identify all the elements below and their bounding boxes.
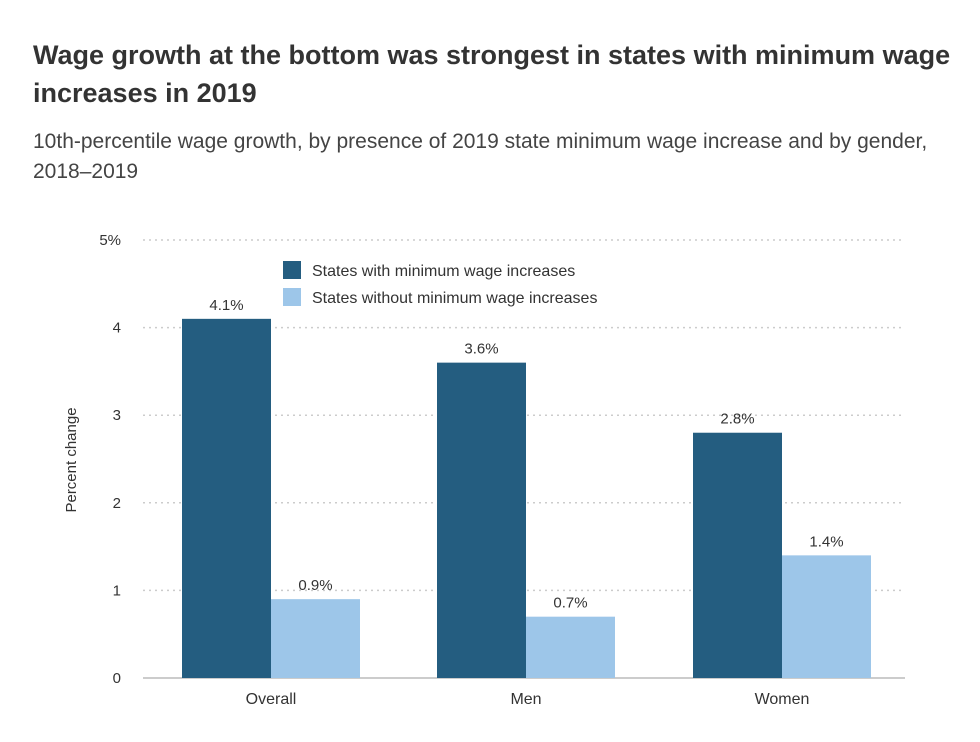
y-tick-label: 0 <box>113 670 121 687</box>
bar <box>182 318 271 678</box>
data-label: 0.7% <box>553 595 587 612</box>
data-label: 4.1% <box>209 297 243 314</box>
y-tick-label: 3 <box>113 407 121 424</box>
data-label: 2.8% <box>720 411 754 428</box>
bar <box>271 599 360 678</box>
y-tick-label: 4 <box>113 320 121 337</box>
data-label: 1.4% <box>809 533 843 550</box>
legend-label: States with minimum wage increases <box>312 263 575 280</box>
legend-swatch <box>283 261 301 279</box>
bar <box>782 555 871 678</box>
x-tick-label: Women <box>755 691 810 708</box>
y-tick-label: 2 <box>113 495 121 512</box>
bar <box>437 362 526 678</box>
bar <box>693 432 782 678</box>
bar <box>526 616 615 678</box>
chart-title: Wage growth at the bottom was strongest … <box>33 40 951 108</box>
x-tick-label: Men <box>510 691 541 708</box>
legend-swatch <box>283 288 301 306</box>
y-tick-label: 5% <box>99 232 121 249</box>
y-tick-label: 1 <box>113 582 121 599</box>
data-label: 3.6% <box>464 341 498 358</box>
legend-label: States without minimum wage increases <box>312 290 597 307</box>
x-tick-label: Overall <box>246 691 297 708</box>
data-label: 0.9% <box>298 577 332 594</box>
y-axis-label: Percent change <box>63 407 80 512</box>
chart-subtitle: 10th-percentile wage growth, by presence… <box>33 130 928 183</box>
